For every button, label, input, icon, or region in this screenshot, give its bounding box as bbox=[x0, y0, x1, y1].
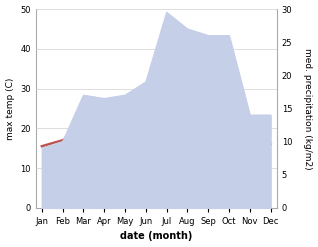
X-axis label: date (month): date (month) bbox=[120, 231, 192, 242]
Y-axis label: med. precipitation (kg/m2): med. precipitation (kg/m2) bbox=[303, 48, 313, 169]
Y-axis label: max temp (C): max temp (C) bbox=[5, 77, 15, 140]
